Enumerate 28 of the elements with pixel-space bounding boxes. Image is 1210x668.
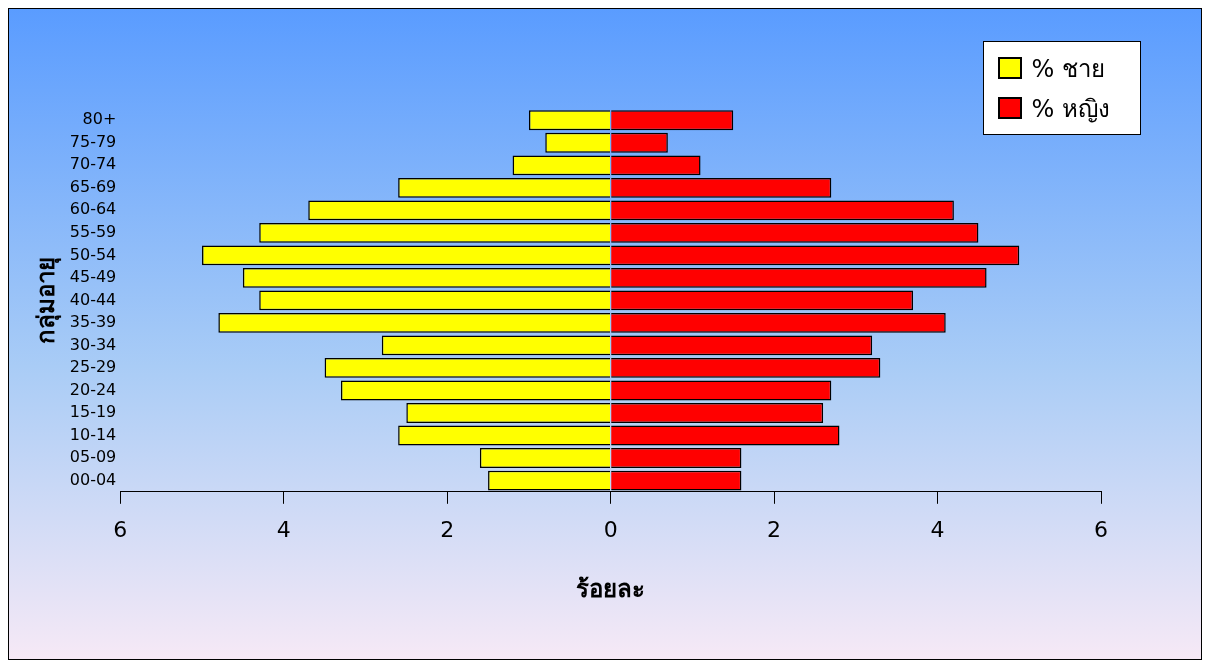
- y-tick-label: 80+: [82, 109, 117, 129]
- x-tick-label: 2: [767, 516, 782, 542]
- x-tick-label: 2: [440, 516, 455, 542]
- y-tick-label: 70-74: [69, 154, 117, 174]
- y-tick-label: 30-34: [69, 334, 117, 354]
- x-tick-label: 6: [113, 516, 128, 542]
- y-tick-label: 60-64: [69, 199, 117, 219]
- y-tick-label: 55-59: [69, 222, 117, 241]
- y-tick-label: 65-69: [69, 176, 117, 196]
- x-tick-label: 4: [930, 516, 945, 542]
- y-tick-label: 20-24: [69, 379, 117, 399]
- y-tick-label: 50-54: [69, 244, 117, 264]
- y-tick-label: 25-29: [69, 357, 117, 377]
- y-tick-label: 45-49: [69, 267, 117, 287]
- y-tick-label: 15-19: [69, 402, 117, 422]
- y-tick-label: 05-09: [69, 447, 117, 467]
- x-axis-title: ร้อยละ: [576, 574, 646, 603]
- legend-label: % ชาย: [1031, 53, 1105, 85]
- x-tick-label: 4: [276, 516, 291, 542]
- y-tick-label: 00-04: [69, 469, 117, 489]
- y-tick-label: 35-39: [69, 312, 117, 332]
- y-tick-label: 75-79: [69, 131, 117, 151]
- y-tick-label: 10-14: [69, 424, 117, 444]
- text: % หญิง: [1031, 93, 1110, 125]
- y-axis-title: กลุ่มอายุ: [31, 256, 62, 344]
- y-tick-label: 40-44: [69, 289, 117, 309]
- x-tick-label: 6: [1094, 516, 1108, 542]
- x-tick-label: 0: [603, 516, 618, 542]
